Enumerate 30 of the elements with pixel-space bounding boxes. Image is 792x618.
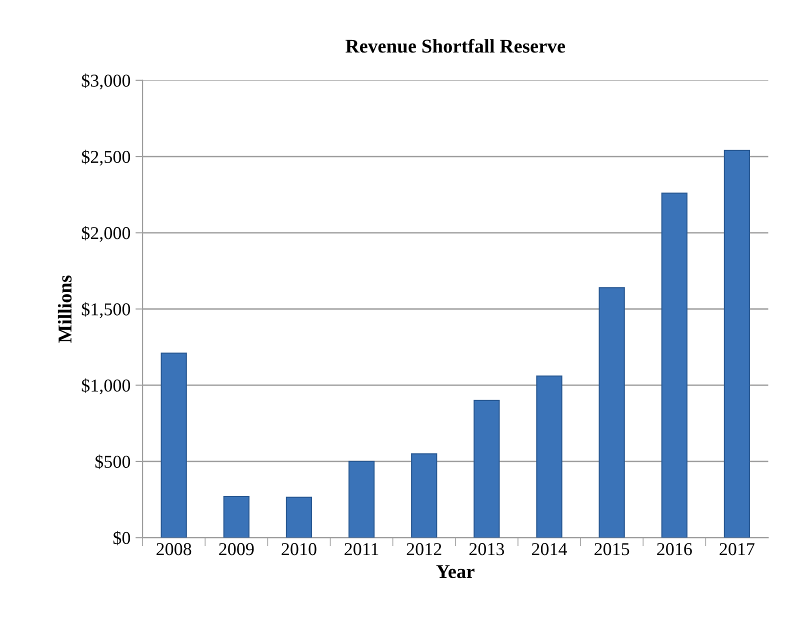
bar <box>411 453 438 538</box>
bar <box>286 496 312 538</box>
y-tick-label: $0 <box>113 530 130 546</box>
x-axis-title: Year <box>436 565 474 578</box>
bar <box>160 352 187 538</box>
y-axis-title: Millions <box>58 275 72 343</box>
bar <box>724 150 750 538</box>
x-tick-label: 2011 <box>344 543 378 556</box>
bar <box>661 192 688 538</box>
y-tick-label: $2,000 <box>82 226 130 242</box>
y-tick-label: $1,000 <box>82 378 130 394</box>
x-tick-label: 2013 <box>469 543 504 556</box>
x-tick-label: 2008 <box>156 543 192 556</box>
x-tick-label: 2017 <box>720 543 754 556</box>
bar <box>536 376 562 538</box>
x-tick-label: 2014 <box>532 543 568 556</box>
chart-title: Revenue Shortfall Reserve <box>346 38 566 53</box>
x-tick-label: 2010 <box>282 543 316 556</box>
x-tick-label: 2012 <box>406 543 442 556</box>
y-tick-label: $2,500 <box>82 150 130 166</box>
x-tick-label: 2015 <box>594 543 630 556</box>
y-tick-label: $1,500 <box>82 302 130 318</box>
bar <box>223 496 250 538</box>
x-tick-label: 2009 <box>219 543 254 556</box>
bar <box>348 460 375 538</box>
bar <box>474 400 500 538</box>
x-tick-label: 2016 <box>657 543 692 556</box>
y-tick-label: $3,000 <box>82 74 130 90</box>
y-tick-label: $500 <box>95 454 130 470</box>
bar <box>598 287 625 538</box>
